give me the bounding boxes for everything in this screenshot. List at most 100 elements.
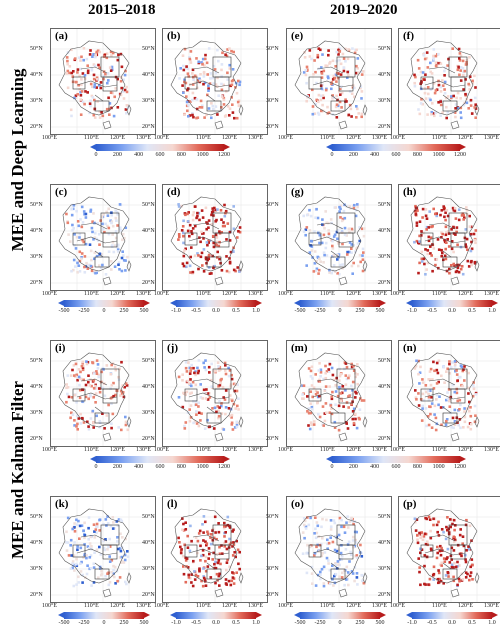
grid-cell — [95, 237, 99, 241]
grid-cell — [217, 409, 220, 413]
grid-cell — [325, 556, 329, 560]
grid-cell — [301, 393, 304, 396]
grid-cell — [204, 256, 208, 259]
grid-cell — [179, 67, 182, 70]
grid-cell — [186, 566, 190, 569]
grid-cell — [413, 81, 416, 85]
grid-cell — [191, 112, 194, 115]
grid-cell — [328, 362, 332, 366]
grid-cell — [474, 391, 478, 395]
grid-cell — [471, 384, 475, 387]
grid-cell — [197, 532, 201, 535]
grid-cell — [193, 254, 197, 257]
grid-cell — [106, 214, 110, 217]
grid-cell — [95, 78, 99, 81]
grid-cell — [469, 427, 473, 431]
grid-cell — [206, 73, 209, 76]
grid-cell — [323, 419, 327, 423]
grid-cell — [98, 545, 101, 549]
grid-cell — [319, 48, 322, 52]
boundary-line — [338, 588, 348, 598]
grid-cell — [361, 247, 365, 251]
grid-cell — [200, 412, 203, 415]
grid-cell — [416, 58, 420, 62]
grid-cell — [101, 386, 105, 390]
grid-cell — [348, 250, 351, 254]
grid-cell — [473, 238, 477, 242]
grid-cell — [321, 536, 324, 540]
grid-cell — [352, 364, 355, 368]
grid-cell — [450, 240, 454, 243]
grid-cell — [429, 367, 433, 371]
grid-cell — [226, 71, 229, 75]
grid-cell — [182, 264, 186, 268]
boundary-line — [214, 120, 224, 130]
grid-cell — [336, 254, 339, 257]
grid-cell — [184, 393, 187, 397]
grid-cell — [468, 75, 472, 78]
grid-cell — [324, 385, 328, 388]
grid-cell — [117, 243, 120, 247]
grid-cell — [419, 70, 423, 74]
grid-cell — [452, 426, 455, 430]
lon-label: 110°E — [196, 291, 211, 297]
grid-cell — [215, 537, 218, 541]
lon-label: 110°E — [320, 291, 335, 297]
lon-label: 110°E — [432, 291, 447, 297]
lon-label: 110°E — [196, 447, 211, 453]
grid-cell — [220, 218, 223, 221]
grid-cell — [417, 108, 420, 111]
grid-cell — [323, 253, 326, 257]
grid-cell — [345, 565, 349, 569]
grid-cell — [343, 233, 347, 237]
grid-cell — [444, 233, 448, 237]
grid-cell — [424, 273, 427, 276]
grid-cell — [457, 423, 460, 427]
grid-cell — [224, 412, 227, 416]
grid-cell — [191, 584, 195, 588]
grid-cell — [94, 53, 97, 57]
grid-cell — [96, 525, 99, 528]
grid-cell — [452, 262, 455, 266]
lat-label: 20°N — [378, 436, 391, 442]
grid-cell — [318, 380, 322, 383]
grid-cell — [203, 578, 207, 581]
colorbar-tick-label: -500 — [294, 308, 306, 314]
grid-cell — [81, 361, 84, 365]
grid-cell — [183, 543, 186, 547]
grid-cell — [421, 260, 424, 263]
grid-cell — [358, 226, 361, 229]
grid-cell — [320, 567, 324, 571]
grid-cell — [193, 420, 197, 423]
panel-label: (a) — [54, 30, 69, 42]
grid-cell — [315, 207, 318, 211]
grid-cell — [443, 560, 447, 563]
region-box — [184, 232, 198, 246]
grid-cell — [415, 224, 419, 227]
boundary-line — [312, 66, 354, 102]
grid-cell — [214, 208, 218, 212]
grid-cell — [323, 389, 327, 392]
grid-cell — [211, 234, 215, 238]
grid-cell — [232, 250, 235, 253]
grid-cell — [186, 88, 189, 92]
grid-cell — [224, 578, 228, 581]
grid-cell — [85, 263, 89, 267]
grid-cell — [337, 242, 340, 245]
grid-cell — [350, 365, 354, 369]
grid-cell — [117, 263, 120, 266]
grid-cell — [213, 427, 216, 430]
boundary-line — [202, 206, 242, 272]
grid-cell — [197, 405, 200, 408]
grid-cell — [214, 581, 217, 585]
grid-cell — [72, 554, 76, 557]
grid-cell — [334, 384, 337, 387]
grid-cell — [225, 90, 228, 93]
region-box — [450, 76, 466, 92]
grid-cell — [310, 405, 314, 409]
grid-cell — [124, 108, 128, 111]
grid-cell — [232, 541, 235, 544]
grid-cell — [103, 427, 106, 430]
grid-cell — [203, 81, 207, 85]
grid-cell — [236, 404, 239, 408]
